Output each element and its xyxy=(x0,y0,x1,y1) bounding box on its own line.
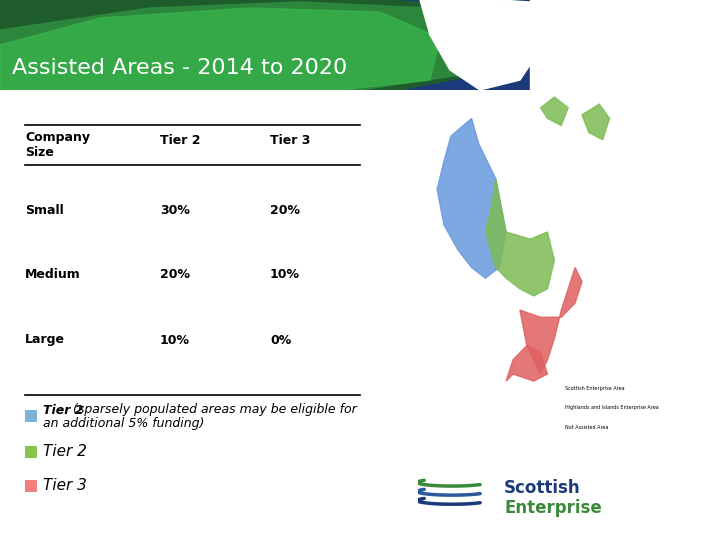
Polygon shape xyxy=(582,104,610,140)
Text: 10%: 10% xyxy=(160,334,190,347)
Text: Assisted Areas - 2014 to 2020: Assisted Areas - 2014 to 2020 xyxy=(12,58,347,78)
Text: Enterprise: Enterprise xyxy=(504,499,602,517)
Text: Not Assisted Area: Not Assisted Area xyxy=(564,425,608,430)
Text: 20%: 20% xyxy=(160,268,190,281)
Text: Tier 3: Tier 3 xyxy=(270,133,310,146)
Text: Tier 2: Tier 2 xyxy=(43,444,87,460)
Text: Highlands and Islands Enterprise Area: Highlands and Islands Enterprise Area xyxy=(564,405,659,410)
Polygon shape xyxy=(506,346,547,381)
Bar xyxy=(554,374,713,438)
Polygon shape xyxy=(0,2,480,90)
Text: Small: Small xyxy=(25,204,64,217)
Text: Tier 3: Tier 3 xyxy=(43,478,87,494)
Polygon shape xyxy=(437,100,589,416)
Text: an additional 5% funding): an additional 5% funding) xyxy=(43,417,204,430)
Polygon shape xyxy=(0,0,520,90)
Text: Tier 2: Tier 2 xyxy=(43,403,88,416)
Text: Company
Size: Company Size xyxy=(25,131,90,159)
Polygon shape xyxy=(541,97,568,125)
Bar xyxy=(25,446,37,458)
Polygon shape xyxy=(520,267,582,374)
Text: 20%: 20% xyxy=(270,204,300,217)
Polygon shape xyxy=(485,179,554,296)
Text: 0%: 0% xyxy=(270,334,292,347)
Text: 10%: 10% xyxy=(270,268,300,281)
Text: Scottish Enterprise Area: Scottish Enterprise Area xyxy=(564,386,624,391)
Bar xyxy=(25,480,37,492)
Text: Tier 2: Tier 2 xyxy=(160,133,200,146)
Text: 30%: 30% xyxy=(160,204,190,217)
Bar xyxy=(25,410,37,422)
Text: (sparsely populated areas may be eligible for: (sparsely populated areas may be eligibl… xyxy=(73,403,356,416)
Polygon shape xyxy=(0,8,440,90)
Polygon shape xyxy=(540,0,720,80)
Text: Scottish: Scottish xyxy=(504,479,580,497)
Text: Large: Large xyxy=(25,334,65,347)
Text: Medium: Medium xyxy=(25,268,81,281)
Polygon shape xyxy=(437,118,506,278)
Bar xyxy=(530,0,720,90)
Polygon shape xyxy=(420,0,545,90)
